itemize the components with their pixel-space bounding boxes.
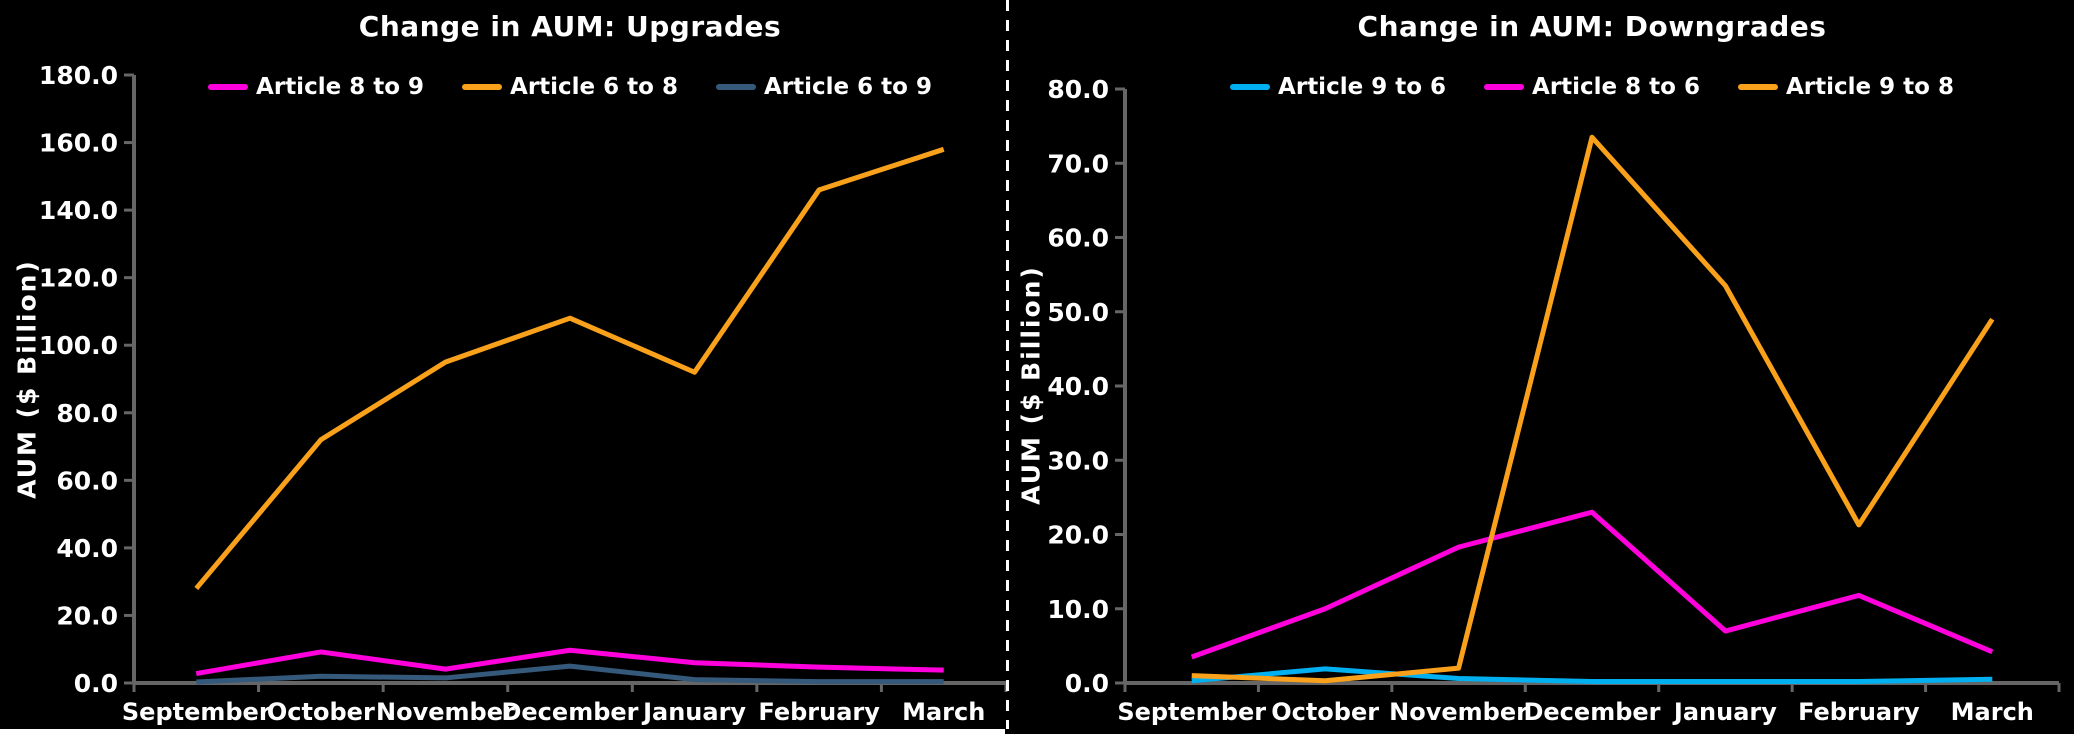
- y-tick-label: 50.0: [1047, 298, 1109, 327]
- legend-swatch-icon: [715, 84, 756, 90]
- legend-item: Article 9 to 8: [1737, 74, 1954, 100]
- y-tick-label: 20.0: [56, 601, 118, 630]
- chart-title-upgrades: Change in AUM: Upgrades: [358, 10, 782, 43]
- dashed-divider: [1006, 0, 1009, 729]
- y-tick-label: 160.0: [39, 129, 118, 158]
- series-line-article-6-to-8: [194, 146, 945, 591]
- legend-item: Article 6 to 9: [715, 74, 932, 100]
- x-tick-label: September: [122, 698, 271, 726]
- x-tick-label: February: [758, 698, 880, 726]
- legend-label: Article 6 to 8: [510, 74, 678, 100]
- x-tick-label: October: [1271, 698, 1379, 726]
- y-tick-label: 180.0: [39, 61, 118, 90]
- legend-swatch-icon: [1484, 84, 1525, 90]
- legend-swatch-icon: [1737, 84, 1778, 90]
- y-tick-label: 40.0: [56, 534, 118, 563]
- legend-swatch-icon: [462, 84, 503, 90]
- x-tick-label: February: [1798, 698, 1920, 726]
- legend-label: Article 9 to 8: [1785, 74, 1954, 100]
- series-line-article-9-to-6: [1191, 666, 1993, 685]
- y-tick-label: 0.0: [74, 669, 118, 698]
- line-chart-downgrades: 0.0 10.0 20.0 30.0 40.0 50.0 60.0 70.0 80.0 Septe…: [1047, 75, 2061, 726]
- line-chart-upgrades: 0.0 20.0 40.0 60.0 80.0 100.0 120.0 140.0 160.0 1…: [39, 61, 1008, 726]
- y-tick-label: 140.0: [39, 196, 118, 225]
- legend-upgrades: Article 8 to 9 Article 6 to 8 Article 6 …: [134, 74, 1006, 100]
- legend-label: Article 8 to 9: [256, 74, 425, 100]
- y-tick-label: 10.0: [1047, 595, 1109, 624]
- legend-item: Article 8 to 9: [208, 74, 424, 100]
- y-tick-label: 20.0: [1047, 521, 1109, 550]
- x-tick-label: December: [1523, 698, 1660, 726]
- y-tick-label: 40.0: [1047, 372, 1109, 401]
- series-line-article-8-to-6: [1190, 509, 1994, 660]
- y-tick-label: 60.0: [1047, 224, 1109, 253]
- y-tick-label: 100.0: [39, 331, 118, 360]
- x-tick-label: January: [641, 698, 746, 726]
- legend-label: Article 9 to 6: [1278, 74, 1447, 100]
- legend-label: Article 8 to 6: [1532, 74, 1700, 100]
- x-tick-label: November: [376, 698, 515, 726]
- legend-swatch-icon: [1230, 84, 1271, 90]
- x-tick-label: October: [267, 698, 375, 726]
- y-tick-label: 120.0: [39, 264, 118, 293]
- legend-item: Article 9 to 6: [1230, 74, 1446, 100]
- legend-item: Article 6 to 8: [462, 74, 678, 100]
- y-tick-label: 0.0: [1065, 669, 1109, 698]
- x-tick-label: December: [501, 698, 638, 726]
- series-line-article-9-to-8: [1191, 134, 1995, 684]
- chart-panel-downgrades: Change in AUM: Downgrades Article 9 to 6…: [1009, 0, 2074, 734]
- series-line-article-8-to-9: [195, 647, 944, 677]
- legend-label: Article 6 to 9: [763, 74, 932, 100]
- y-tick-label: 70.0: [1047, 149, 1109, 178]
- x-tick-label: September: [1117, 698, 1266, 726]
- series-line-article-6-to-9: [196, 663, 944, 685]
- x-tick-label: January: [1672, 698, 1777, 726]
- chart-title-downgrades: Change in AUM: Downgrades: [1357, 10, 1827, 43]
- y-tick-label: 60.0: [56, 466, 118, 495]
- y-tick-label: 80.0: [1047, 75, 1109, 104]
- bottom-white-strip: [0, 729, 1005, 734]
- y-tick-label: 80.0: [56, 399, 118, 428]
- legend-downgrades: Article 9 to 6 Article 8 to 6 Article 9 …: [1125, 74, 2059, 100]
- legend-swatch-icon: [208, 84, 249, 90]
- chart-panel-upgrades: Change in AUM: Upgrades Article 8 to 9 A…: [0, 0, 1009, 734]
- legend-item: Article 8 to 6: [1484, 74, 1700, 100]
- x-tick-label: March: [1951, 698, 2034, 726]
- y-tick-label: 30.0: [1047, 446, 1109, 475]
- x-tick-label: November: [1389, 698, 1528, 726]
- x-tick-label: March: [902, 698, 985, 726]
